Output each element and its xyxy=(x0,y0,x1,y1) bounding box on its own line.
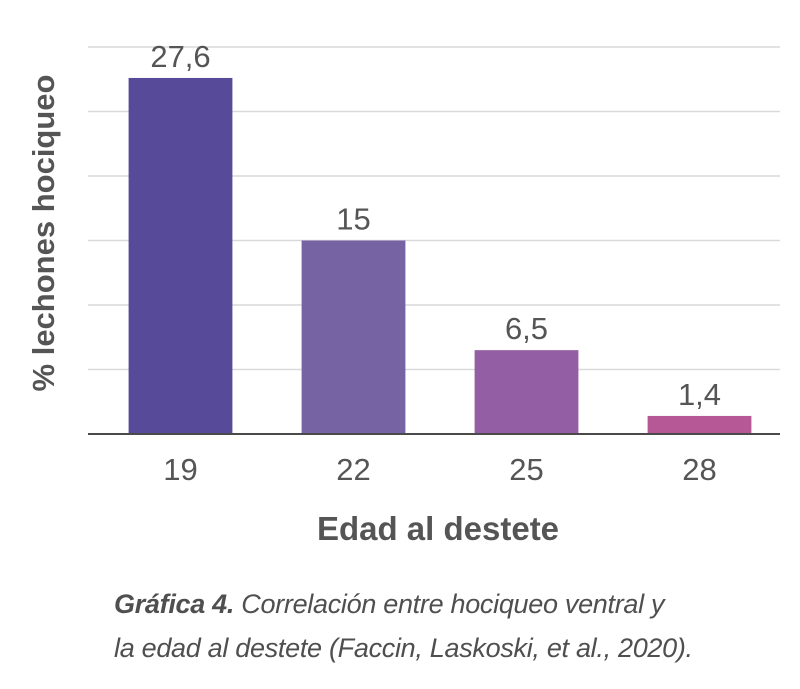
x-tick-label-19: 19 xyxy=(163,452,197,487)
bar-chart: 27,6 15 6,5 1,4 19 22 25 28 % lechones hocique… xyxy=(26,39,780,547)
bar-19 xyxy=(128,77,233,435)
caption-line-2: la edad al destete (Faccin, Laskoski, et… xyxy=(114,633,693,663)
value-label-25: 6,5 xyxy=(505,311,548,346)
x-tick-label-25: 25 xyxy=(509,452,543,487)
caption-text-1: Correlación entre hociqueo ventral y xyxy=(234,589,665,619)
caption-lead: Gráfica 4. xyxy=(114,589,235,619)
value-label-28: 1,4 xyxy=(678,377,721,412)
x-axis-label: Edad al destete xyxy=(317,510,559,547)
x-tick-label-22: 22 xyxy=(336,452,370,487)
x-tick-labels: 19 22 25 28 xyxy=(163,452,716,487)
value-label-19: 27,6 xyxy=(150,39,210,74)
value-labels: 27,6 15 6,5 1,4 xyxy=(150,39,721,412)
bars xyxy=(128,77,752,435)
figure-caption: Gráfica 4. Correlación entre hociqueo ve… xyxy=(114,582,774,670)
bar-25 xyxy=(474,350,579,434)
caption-line-1: Gráfica 4. Correlación entre hociqueo ve… xyxy=(114,582,774,626)
x-tick-label-28: 28 xyxy=(682,452,716,487)
bar-22 xyxy=(301,240,406,434)
bar-28 xyxy=(647,415,752,434)
y-axis-label: % lechones hociqueo xyxy=(26,75,61,392)
value-label-22: 15 xyxy=(336,202,370,237)
